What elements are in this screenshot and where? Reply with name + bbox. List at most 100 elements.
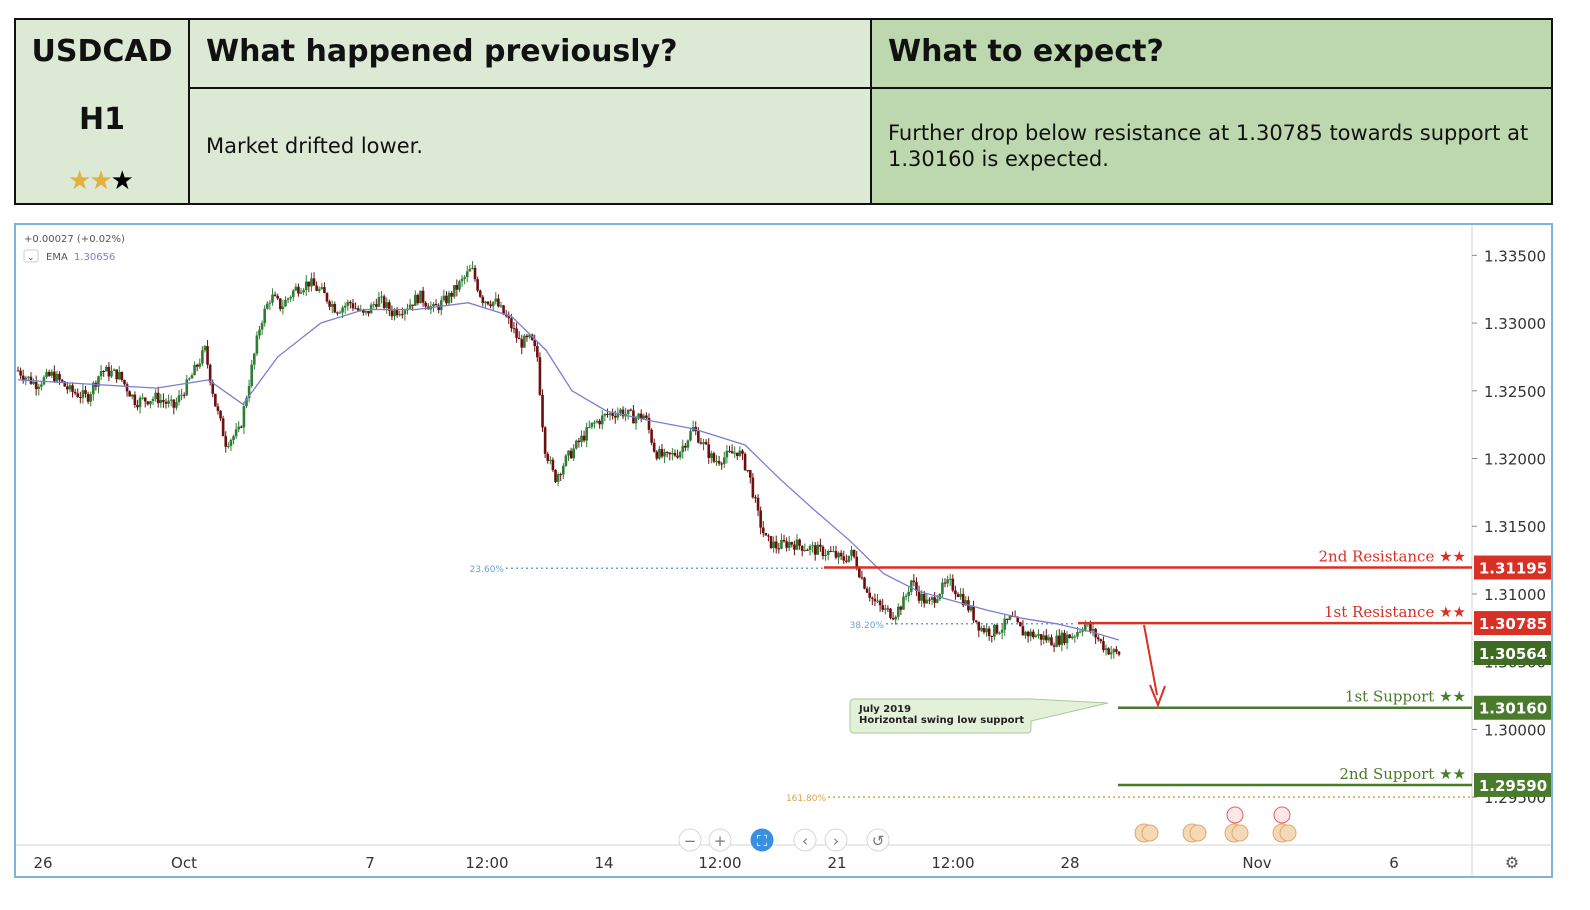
- scroll-left-icon[interactable]: ‹: [802, 832, 808, 850]
- candle-body: [323, 287, 326, 294]
- candle-body: [699, 442, 703, 444]
- candle-body: [871, 597, 874, 599]
- candle-body: [169, 399, 173, 401]
- candle-body: [180, 394, 183, 396]
- candle-body: [351, 303, 355, 309]
- candle-body: [642, 415, 646, 419]
- candle-body: [590, 422, 594, 427]
- candle-body: [969, 606, 973, 611]
- candle-body: [943, 582, 947, 584]
- candle-body: [385, 302, 389, 308]
- candle-body: [291, 290, 295, 298]
- candle-body: [549, 459, 552, 461]
- scroll-left-button[interactable]: [793, 828, 817, 852]
- y-tick-label: 1.33000: [1484, 315, 1546, 333]
- reset-icon[interactable]: ↺: [872, 832, 885, 850]
- candle-body: [302, 289, 305, 293]
- candle-body: [286, 298, 290, 300]
- fullscreen-icon[interactable]: ⛶: [757, 832, 768, 850]
- zoom-in-button[interactable]: [708, 828, 732, 852]
- candle-body: [484, 301, 487, 303]
- candle-body: [240, 426, 243, 428]
- event-flag-icon: [1226, 806, 1244, 824]
- candle-body: [125, 384, 129, 392]
- price-chart[interactable]: 1.33500 1.33000 1.32500 1.32000 1.31500 1.310…: [14, 223, 1553, 878]
- expect-title: What to expect?: [888, 34, 1164, 69]
- candle-body: [603, 414, 607, 416]
- candle-body: [1032, 631, 1035, 638]
- candle-body: [756, 497, 760, 511]
- chart-canvas[interactable]: 1.33500 1.33000 1.32500 1.32000 1.31500 1.310…: [16, 225, 1551, 876]
- event-flag-icon: [1231, 824, 1249, 842]
- scroll-right-button[interactable]: [824, 828, 848, 852]
- candle-body: [413, 294, 417, 306]
- candle-body: [704, 442, 708, 445]
- zoom-out-button[interactable]: [678, 828, 702, 852]
- current-price-tag: [1474, 641, 1551, 666]
- event-flag-icon: [1141, 824, 1159, 842]
- candle-body: [865, 588, 869, 593]
- candle-body: [717, 461, 721, 464]
- scroll-right-icon[interactable]: ›: [833, 832, 839, 850]
- candle-body: [686, 440, 690, 448]
- candle-body: [816, 544, 820, 555]
- candle-body: [1076, 632, 1079, 637]
- candle-body: [1070, 636, 1074, 639]
- y-tick-label: 1.30000: [1484, 721, 1546, 739]
- candle-body: [330, 304, 334, 307]
- x-tick-label: Nov: [1242, 854, 1271, 872]
- level-price-tag: [1474, 772, 1551, 797]
- candle-body: [507, 316, 511, 319]
- candle-body: [883, 608, 887, 610]
- annotation-line1: July 2019: [858, 704, 911, 715]
- candle-body: [58, 373, 61, 380]
- candle-body: [458, 281, 461, 290]
- candle-body: [951, 578, 955, 591]
- candle-body: [401, 314, 404, 316]
- fullscreen-button[interactable]: [750, 828, 774, 852]
- candle-body: [1091, 628, 1095, 631]
- candle-body: [1073, 636, 1077, 638]
- candle-body: [785, 541, 788, 548]
- candle-body: [616, 413, 620, 418]
- candle-body: [86, 393, 90, 402]
- projection-arrow: [1143, 624, 1158, 696]
- expect-header-cell: What to expect?: [872, 20, 1551, 89]
- candle-body: [146, 401, 150, 405]
- candle-body: [896, 606, 900, 617]
- x-tick-label: 26: [33, 854, 52, 872]
- candle-body: [621, 409, 625, 417]
- reset-button[interactable]: [866, 828, 890, 852]
- legend-collapse-button[interactable]: [23, 249, 39, 263]
- candle-body: [408, 304, 412, 309]
- zoom-out-icon[interactable]: −: [684, 832, 697, 850]
- candle-body: [60, 379, 64, 382]
- candle-body: [946, 579, 949, 584]
- candle-body: [16, 370, 20, 372]
- candle-body: [1019, 622, 1022, 627]
- level-name: 1st Support ★★: [1345, 688, 1466, 706]
- candle-body: [265, 303, 269, 309]
- candle-body: [538, 357, 542, 395]
- candle-body: [777, 548, 781, 550]
- candle-body: [515, 328, 518, 338]
- candle-body: [188, 378, 191, 380]
- candle-body: [346, 301, 350, 306]
- candle-body: [133, 394, 137, 406]
- candle-body: [84, 390, 87, 394]
- candle-body: [151, 398, 155, 402]
- candle-body: [974, 620, 978, 622]
- candle-body: [201, 350, 204, 364]
- candle-body: [998, 632, 1001, 634]
- candle-body: [676, 455, 679, 458]
- zoom-in-icon[interactable]: +: [714, 832, 727, 850]
- candle-body: [1021, 626, 1025, 636]
- gear-icon[interactable]: ⚙: [1505, 853, 1519, 872]
- candle-body: [595, 420, 599, 423]
- candle-body: [304, 281, 308, 290]
- candle-body: [1016, 617, 1020, 623]
- candle-body: [141, 397, 144, 399]
- candle-body: [556, 474, 560, 482]
- candle-body: [769, 536, 773, 548]
- candle-body: [73, 391, 77, 394]
